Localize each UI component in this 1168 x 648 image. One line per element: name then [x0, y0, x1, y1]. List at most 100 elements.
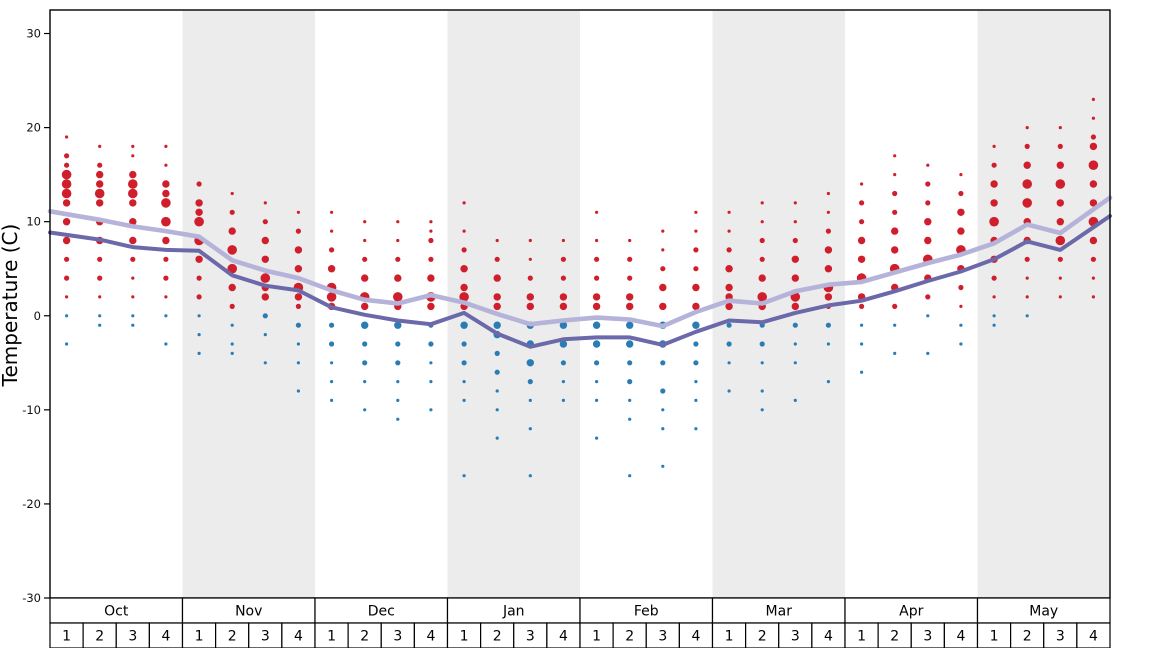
cold-temp-dot — [694, 427, 698, 431]
warm-temp-dot — [991, 162, 997, 168]
warm-temp-dot — [65, 135, 69, 139]
warm-temp-dot — [793, 201, 797, 205]
warm-temp-dot — [294, 246, 303, 254]
cold-temp-dot — [893, 323, 897, 327]
cold-temp-dot — [726, 322, 732, 328]
warm-temp-dot — [128, 179, 138, 189]
warm-temp-dot — [98, 295, 102, 299]
warm-temp-dot — [826, 191, 831, 196]
warm-temp-dot — [62, 236, 71, 245]
cold-temp-dot — [826, 380, 831, 384]
warm-temp-dot — [990, 180, 998, 188]
cold-temp-dot — [396, 398, 400, 402]
warm-temp-dot — [495, 238, 499, 243]
week-label: 2 — [95, 629, 104, 645]
week-cell — [976, 622, 1012, 648]
week-cell — [877, 622, 912, 648]
warm-temp-dot — [129, 218, 137, 226]
week-cell — [678, 622, 714, 648]
cold-temp-dot — [295, 322, 301, 328]
warm-temp-dot — [825, 228, 832, 234]
warm-temp-dot — [1089, 180, 1098, 188]
warm-temp-dot — [161, 198, 171, 208]
cold-temp-dot — [394, 321, 402, 329]
warm-temp-dot — [592, 302, 601, 311]
warm-temp-dot — [330, 210, 334, 214]
cold-temp-dot — [692, 321, 700, 329]
warm-temp-dot — [363, 238, 367, 243]
cold-temp-dot — [65, 314, 69, 318]
week-label: 4 — [161, 629, 170, 645]
warm-temp-dot — [693, 266, 699, 272]
cold-temp-dot — [592, 321, 601, 329]
cold-temp-dot — [860, 323, 864, 327]
warm-temp-dot — [228, 283, 236, 292]
cold-temp-dot — [860, 370, 864, 374]
warm-temp-dot — [659, 283, 667, 292]
week-label: 3 — [526, 629, 535, 645]
month-row: Oct Nov Dec Jan Feb Mar Apr May — [49, 597, 1111, 624]
cold-temp-dot — [992, 314, 996, 318]
warm-temp-dot — [64, 256, 70, 262]
warm-temp-dot — [162, 180, 170, 188]
warm-temp-dot — [1025, 276, 1029, 280]
month-cell — [579, 597, 714, 624]
warm-temp-dot — [990, 199, 998, 207]
warm-temp-dot — [161, 216, 171, 227]
cold-temp-dot — [263, 333, 267, 337]
warm-temp-dot — [427, 274, 435, 282]
warm-temp-dot — [694, 210, 698, 214]
warm-temp-dot — [892, 303, 898, 309]
cold-temp-dot — [595, 398, 599, 402]
week-cell — [711, 622, 747, 648]
warm-temp-dot — [824, 246, 833, 254]
cold-temp-dot — [396, 380, 400, 384]
warm-temp-dot — [1023, 161, 1031, 169]
warm-temp-dot — [229, 209, 235, 215]
warm-temp-dot — [692, 283, 700, 292]
cold-temp-dot — [65, 342, 69, 346]
warm-temp-dot — [1025, 295, 1029, 299]
cold-temp-dot — [561, 380, 566, 384]
warm-temp-dot — [1090, 256, 1096, 262]
warm-temp-dot — [760, 220, 764, 224]
cold-temp-dot — [959, 342, 963, 346]
warm-temp-dot — [992, 295, 996, 299]
warm-temp-dot — [195, 208, 203, 216]
warm-temp-dot — [493, 293, 501, 301]
cold-temp-dot — [661, 408, 665, 412]
cold-temp-dot — [493, 321, 501, 329]
y-tick-label: -30 — [22, 591, 41, 605]
y-axis: 30 20 10 0 -10 -20 -30 — [22, 27, 50, 605]
warm-temp-dot — [396, 238, 400, 243]
warm-temp-dot — [131, 144, 135, 148]
warm-temp-dot — [97, 256, 103, 262]
cold-temp-dot — [595, 436, 599, 440]
warm-temp-dot — [131, 295, 135, 299]
week-cell — [844, 622, 879, 648]
cold-temp-dot — [595, 380, 599, 384]
month-bands — [182, 10, 1110, 598]
warm-temp-dot — [791, 274, 799, 282]
cold-temp-dot — [628, 417, 632, 421]
warm-temp-dot — [163, 256, 169, 262]
warm-temp-dot — [130, 256, 136, 262]
cold-temp-dot — [197, 314, 201, 318]
warm-temp-dot — [429, 220, 433, 224]
warm-temp-dot — [62, 218, 71, 226]
month-band — [712, 10, 845, 598]
cold-temp-dot — [395, 341, 401, 347]
cold-temp-dot — [494, 369, 500, 375]
warm-temp-dot — [1024, 256, 1030, 262]
week-label: 3 — [128, 629, 137, 645]
warm-temp-dot — [164, 144, 168, 148]
warm-temp-dot — [1056, 161, 1065, 169]
month-band — [182, 10, 315, 598]
week-label: 2 — [890, 629, 899, 645]
avg-lines — [47, 195, 1113, 349]
warm-temp-dot — [195, 255, 203, 263]
warm-temp-dot — [893, 173, 897, 177]
warm-temp-dot — [925, 181, 931, 187]
warm-temp-dot — [261, 293, 269, 301]
week-label: 2 — [1023, 629, 1032, 645]
